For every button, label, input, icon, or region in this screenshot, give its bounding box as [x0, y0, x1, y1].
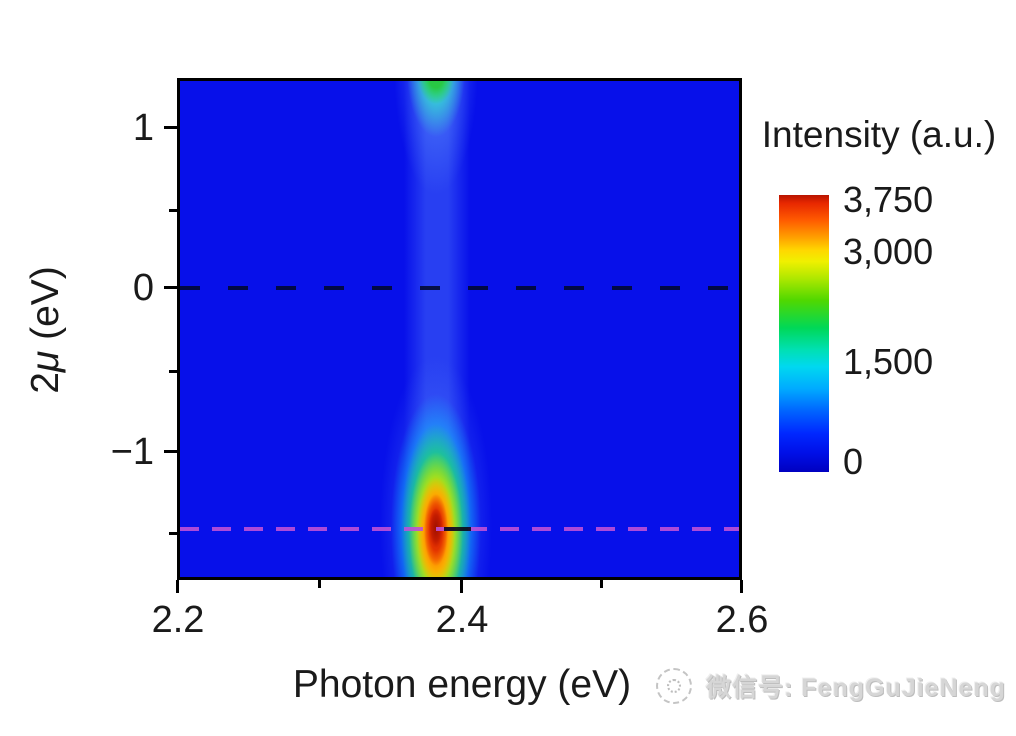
y-tick-label: −1 — [110, 431, 154, 473]
x-major-tick — [176, 580, 179, 593]
x-major-tick — [740, 580, 743, 593]
x-tick-label: 2.6 — [715, 599, 769, 641]
y-minor-tick — [169, 370, 177, 373]
x-major-tick — [460, 580, 463, 593]
y-axis-title-unit: (eV) — [24, 266, 67, 351]
x-axis-title: Photon energy (eV) — [292, 663, 632, 706]
x-tick-label: 2.4 — [435, 599, 489, 641]
watermark: 微信号: FengGuJieNeng — [656, 668, 1006, 704]
y-tick-label: 1 — [132, 107, 154, 149]
y-axis-title-coef: 2 — [24, 372, 67, 394]
colorbar-tick-label: 1,500 — [843, 341, 934, 382]
heatmap-canvas — [177, 78, 742, 580]
y-axis-title: 2μ (eV) — [24, 180, 68, 480]
y-minor-tick — [169, 209, 177, 212]
globe-icon — [656, 668, 692, 704]
y-minor-tick — [169, 532, 177, 535]
dark-dash-over-hotspot — [444, 527, 471, 531]
y-major-tick — [164, 450, 177, 453]
y-axis-title-mu: μ — [24, 350, 67, 373]
x-minor-tick — [600, 580, 603, 588]
y-tick-label: 0 — [132, 267, 154, 309]
zero-detuning-dashed-line — [180, 286, 739, 290]
colorbar-gradient — [779, 195, 829, 472]
colorbar-tick-label: 3,000 — [843, 231, 934, 272]
colorbar-tick-label: 0 — [843, 441, 864, 482]
y-major-tick — [164, 286, 177, 289]
colorbar-tick-label: 3,750 — [843, 179, 934, 220]
y-major-tick — [164, 126, 177, 129]
x-tick-label: 2.2 — [151, 599, 205, 641]
x-minor-tick — [318, 580, 321, 588]
colorbar-title: Intensity (a.u.) — [761, 114, 997, 155]
watermark-text: 微信号: FengGuJieNeng — [706, 674, 1006, 702]
